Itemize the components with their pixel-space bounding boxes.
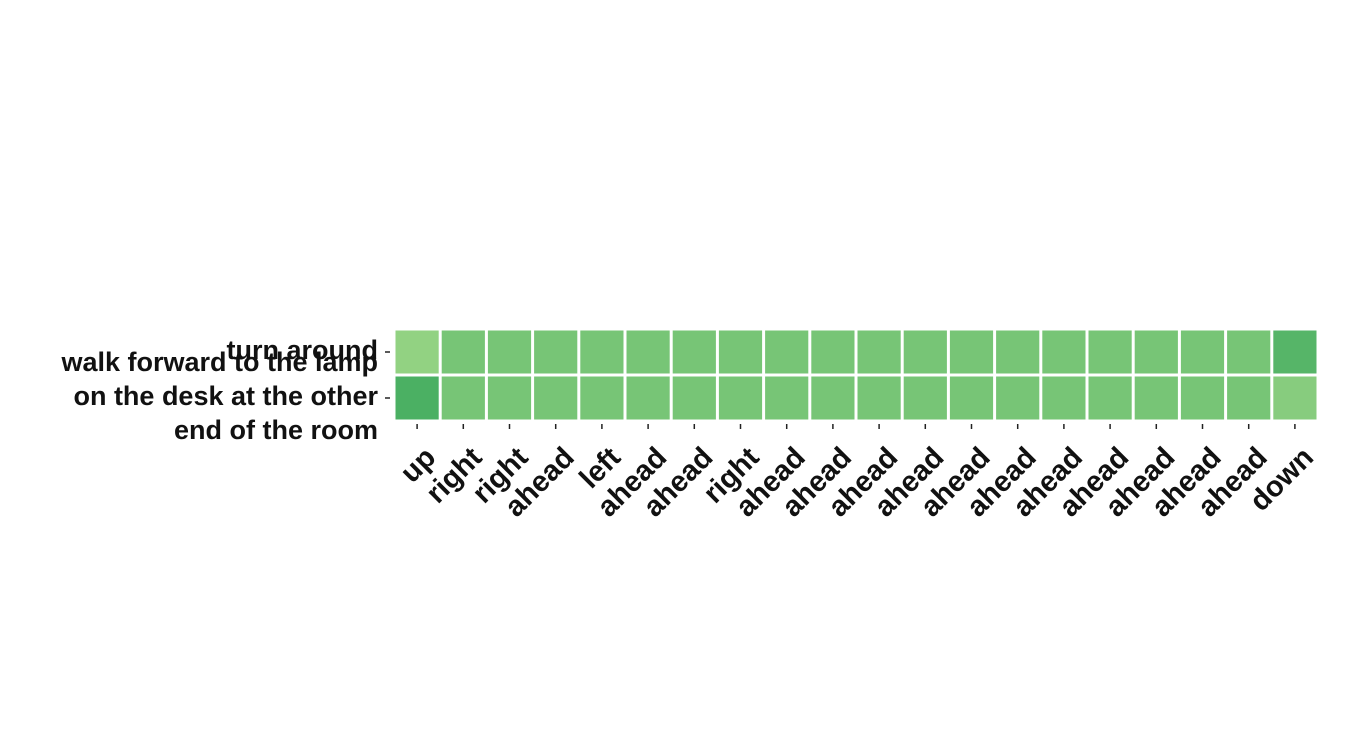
x-axis: uprightrightaheadleftaheadaheadrightahea… xyxy=(395,424,1320,523)
heatmap-cell-r1-c8 xyxy=(765,376,809,420)
heatmap-cell-r0-c17 xyxy=(1180,330,1225,374)
heatmap-cell-r0-c14 xyxy=(1042,330,1086,374)
heatmap-cell-r0-c4 xyxy=(580,330,624,374)
heatmap-cell-r1-c5 xyxy=(626,376,670,420)
heatmap-cell-r1-c0 xyxy=(395,376,439,420)
y-tick-label-0-line-0: turn around xyxy=(227,335,378,365)
heatmap-cell-r1-c10 xyxy=(857,376,901,420)
heatmap-cell-r1-c2 xyxy=(487,376,532,420)
heatmap-cell-r0-c15 xyxy=(1088,330,1132,374)
y-tick-label-1-line-1: on the desk at the other xyxy=(73,381,378,411)
heatmap-cell-r1-c16 xyxy=(1134,376,1178,420)
heatmap-cell-r1-c14 xyxy=(1042,376,1086,420)
heatmap-cell-r0-c10 xyxy=(857,330,901,374)
heatmap-cell-r1-c15 xyxy=(1088,376,1132,420)
heatmap-cell-r1-c4 xyxy=(580,376,624,420)
heatmap-cell-r1-c19 xyxy=(1273,376,1317,420)
heatmap-cell-r0-c12 xyxy=(949,330,994,374)
heatmap-cell-r0-c8 xyxy=(765,330,809,374)
heatmap-cell-r0-c13 xyxy=(996,330,1040,374)
heatmap-cell-r0-c18 xyxy=(1227,330,1271,374)
heatmap-cell-r0-c0 xyxy=(395,330,439,374)
heatmap-cells xyxy=(395,330,1317,420)
heatmap-cell-r1-c13 xyxy=(996,376,1040,420)
y-tick-label-1-line-0: walk forward to the lamp xyxy=(60,347,378,377)
heatmap-cell-r1-c11 xyxy=(903,376,947,420)
heatmap-cell-r0-c7 xyxy=(718,330,763,374)
heatmap-cell-r1-c18 xyxy=(1227,376,1271,420)
heatmap-cell-r1-c1 xyxy=(441,376,485,420)
y-tick-label-1-line-2: end of the room xyxy=(174,415,378,445)
heatmap-cell-r1-c3 xyxy=(534,376,578,420)
heatmap-cell-r0-c11 xyxy=(903,330,947,374)
heatmap-cell-r1-c12 xyxy=(949,376,994,420)
heatmap-cell-r0-c16 xyxy=(1134,330,1178,374)
heatmap-cell-r0-c9 xyxy=(811,330,855,374)
heatmap-cell-r1-c6 xyxy=(672,376,716,420)
heatmap-cell-r0-c5 xyxy=(626,330,670,374)
heatmap-cell-r0-c19 xyxy=(1273,330,1317,374)
heatmap-cell-r0-c2 xyxy=(487,330,532,374)
heatmap-cell-r1-c7 xyxy=(718,376,763,420)
heatmap-cell-r0-c1 xyxy=(441,330,485,374)
heatmap-cell-r0-c3 xyxy=(534,330,578,374)
heatmap-cell-r0-c6 xyxy=(672,330,716,374)
heatmap-cell-r1-c9 xyxy=(811,376,855,420)
heatmap-cell-r1-c17 xyxy=(1180,376,1225,420)
